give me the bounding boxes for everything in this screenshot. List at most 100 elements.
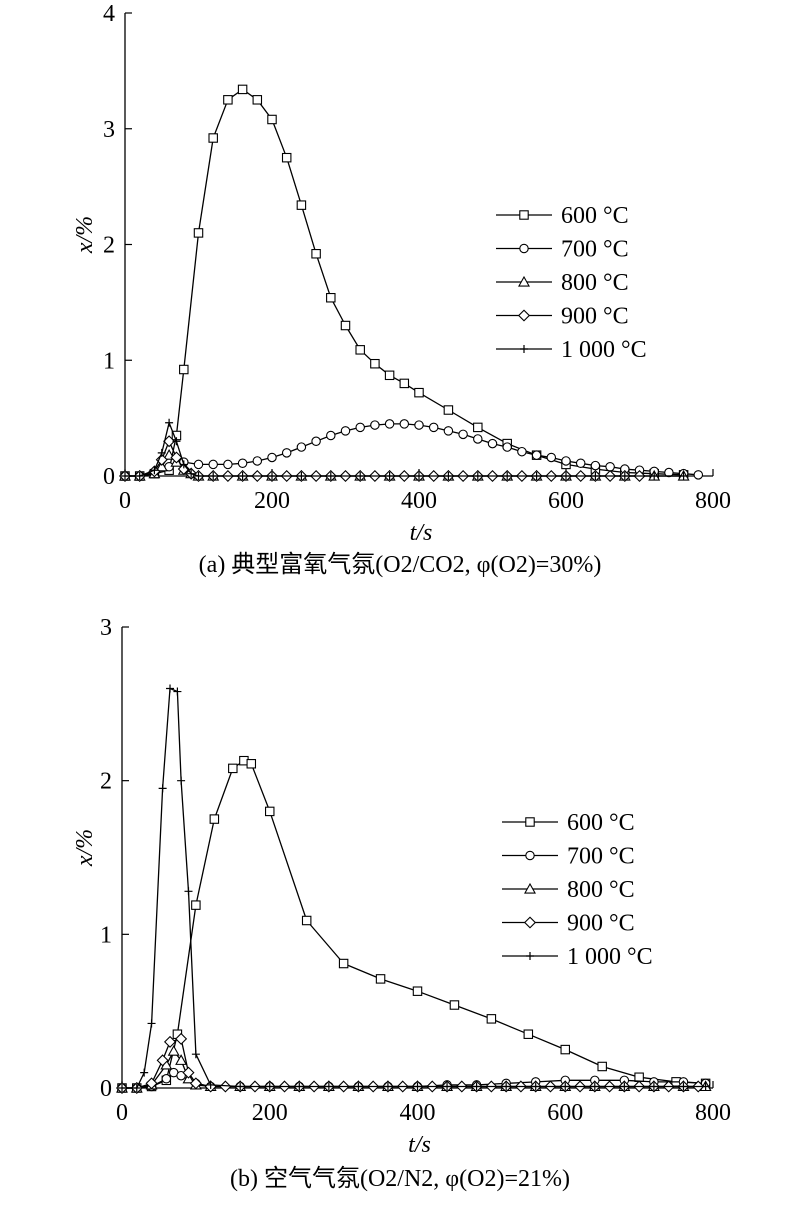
series-plus — [121, 418, 688, 480]
data-point — [340, 320, 351, 331]
data-point — [399, 419, 410, 429]
data-point — [252, 95, 263, 105]
data-point — [246, 759, 257, 769]
data-point — [166, 684, 175, 693]
legend-item: 900 °C — [502, 911, 635, 937]
data-point — [173, 687, 182, 696]
data-point — [179, 460, 188, 469]
x-tick-label: 600 — [548, 488, 584, 514]
legend-marker — [519, 243, 529, 254]
data-point — [296, 442, 307, 452]
legend-label: 1 000 °C — [561, 337, 647, 363]
data-point — [208, 133, 218, 143]
legend-marker — [525, 817, 535, 827]
x-tick-label: 200 — [254, 488, 290, 514]
series-line — [125, 423, 699, 477]
data-point — [384, 419, 395, 429]
data-point — [443, 405, 454, 415]
y-tick-label: 1 — [100, 922, 112, 948]
data-point — [268, 472, 276, 480]
data-point — [311, 249, 321, 259]
data-point — [701, 1082, 710, 1091]
data-point — [223, 459, 233, 470]
data-point — [301, 915, 312, 926]
data-point — [189, 1077, 202, 1090]
data-point — [237, 84, 248, 95]
data-point — [296, 200, 307, 210]
data-point — [176, 1070, 186, 1081]
data-point — [324, 1082, 333, 1091]
data-point — [155, 460, 168, 472]
data-point — [384, 370, 395, 381]
data-point — [473, 472, 482, 480]
data-point — [236, 1082, 245, 1091]
data-point — [167, 1044, 180, 1056]
data-point — [121, 472, 129, 480]
data-point — [385, 472, 394, 480]
data-point — [487, 438, 498, 449]
data-point — [679, 1082, 688, 1091]
legend-marker — [517, 309, 531, 322]
data-point — [340, 426, 351, 436]
data-point — [326, 430, 336, 441]
y-axis-label: x/% — [72, 829, 98, 867]
data-point — [370, 420, 380, 430]
legend-marker — [525, 850, 535, 861]
data-point — [414, 420, 424, 430]
legend-marker — [524, 882, 536, 894]
data-point — [297, 472, 306, 480]
data-point — [187, 469, 196, 478]
legend-item: 800 °C — [496, 270, 629, 296]
data-point — [590, 1082, 599, 1091]
data-point — [650, 472, 659, 480]
x-tick-label: 200 — [252, 1100, 288, 1126]
data-point — [150, 466, 159, 475]
data-point — [209, 472, 218, 480]
y-tick-label: 1 — [103, 348, 115, 374]
legend-label: 900 °C — [567, 911, 635, 937]
legend-item: 700 °C — [496, 237, 629, 263]
data-point — [355, 345, 365, 355]
data-point — [145, 1077, 158, 1090]
data-point — [562, 472, 570, 480]
legend: 600 °C 700 °C 800 °C 900 °C 1 000 °C — [502, 810, 653, 970]
data-point — [473, 434, 483, 444]
data-point — [590, 460, 601, 471]
legend-marker — [518, 275, 530, 287]
legend-item: 600 °C — [496, 203, 629, 229]
data-point — [267, 114, 277, 125]
data-point — [193, 459, 204, 470]
legend-label: 700 °C — [567, 844, 635, 870]
legend: 600 °C 700 °C 800 °C 900 °C 1 000 °C — [496, 203, 647, 363]
data-point — [591, 472, 600, 480]
data-point — [209, 814, 220, 824]
x-tick-label: 400 — [401, 488, 437, 514]
legend-marker — [519, 210, 529, 220]
series-diamond — [115, 1032, 705, 1095]
data-point — [191, 900, 201, 910]
data-point — [605, 461, 615, 472]
y-tick-label: 3 — [103, 117, 115, 143]
data-point — [634, 1072, 644, 1082]
x-tick-label: 0 — [119, 488, 131, 514]
data-point — [415, 472, 423, 480]
data-point — [184, 887, 193, 896]
data-point — [265, 1082, 274, 1091]
data-point — [443, 1082, 452, 1091]
series-line — [122, 687, 706, 1089]
legend-marker — [520, 345, 528, 353]
x-tick-label: 800 — [695, 1100, 731, 1126]
legend-label: 900 °C — [561, 304, 629, 330]
data-point — [449, 1000, 460, 1010]
data-point — [177, 776, 186, 785]
data-point — [338, 958, 349, 969]
data-point — [413, 1082, 422, 1091]
series-line — [125, 422, 684, 477]
y-tick-label: 3 — [100, 615, 112, 641]
x-tick-label: 0 — [116, 1100, 128, 1126]
data-point — [194, 472, 203, 480]
y-tick-label: 0 — [100, 1076, 112, 1102]
data-point — [172, 437, 181, 446]
data-point — [267, 452, 277, 463]
y-tick-label: 4 — [103, 1, 115, 27]
